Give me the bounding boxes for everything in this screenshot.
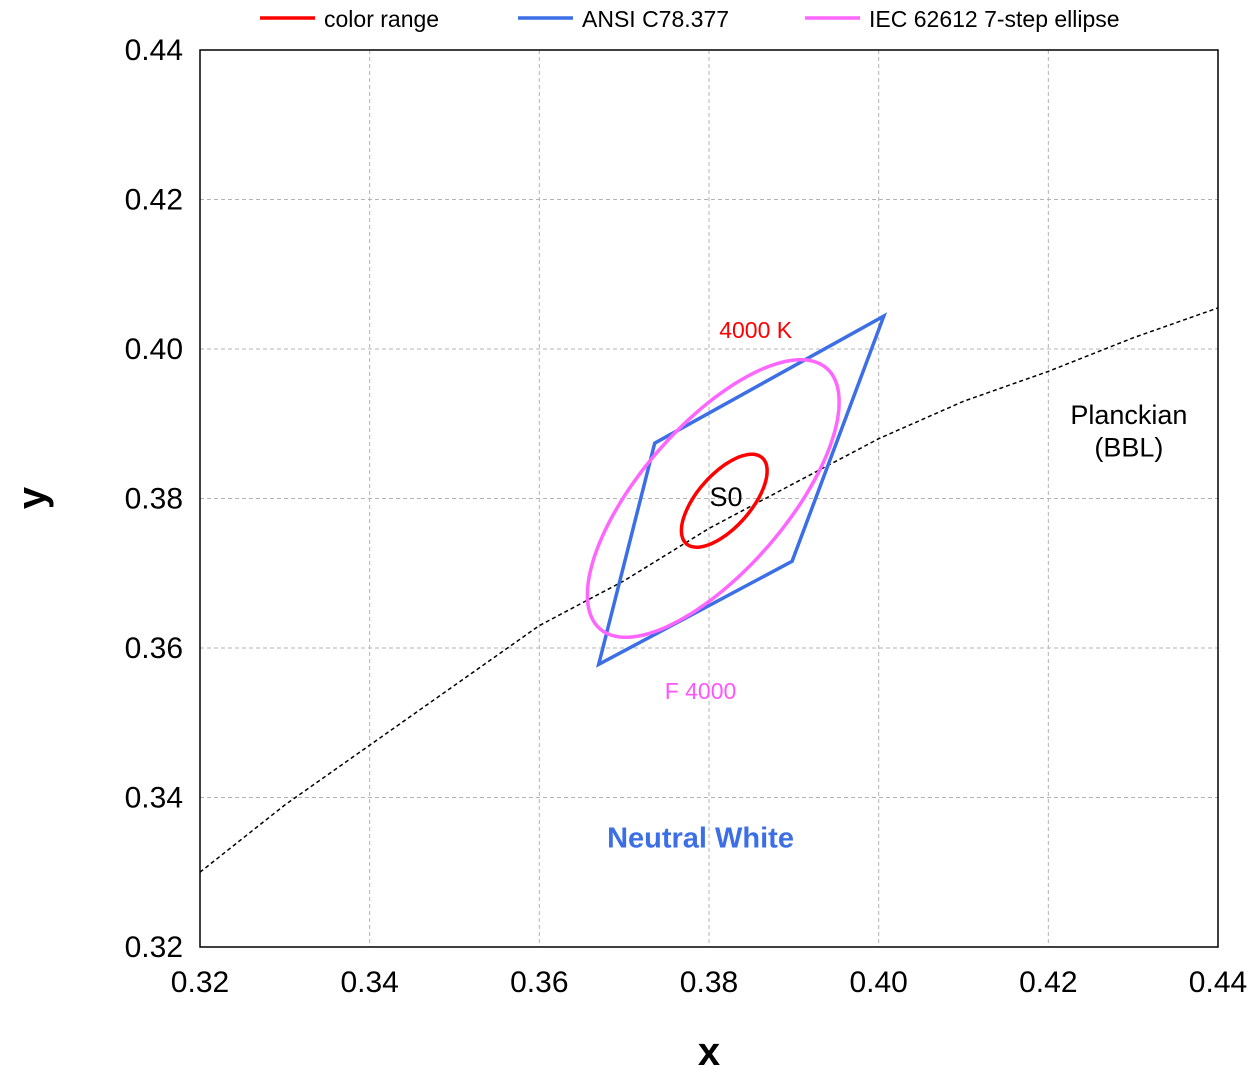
legend-label: ANSI C78.377: [582, 6, 729, 32]
y-tick-label: 0.32: [125, 931, 183, 964]
annotation-label: (BBL): [1094, 433, 1163, 463]
series-layer: [585, 312, 888, 668]
y-tick-label: 0.36: [125, 632, 183, 665]
x-tick-label: 0.36: [510, 966, 568, 999]
annotation-label: Neutral White: [607, 823, 794, 855]
planckian-locus-line: [199, 307, 1219, 873]
grid: [200, 50, 1218, 947]
y-axis-title: y: [10, 486, 54, 509]
x-tick-label: 0.32: [171, 966, 229, 999]
color-range-ellipse: [679, 452, 769, 549]
annotation-label: F 4000: [665, 678, 737, 704]
annotations: 4000 K S0 F 4000 Neutral White Planckian(BBL…: [607, 317, 1187, 855]
legend: color range ANSI C78.377 IEC 62612 7-step …: [260, 6, 1120, 32]
x-tick-label: 0.38: [680, 966, 738, 999]
x-tick-label: 0.44: [1189, 966, 1247, 999]
iec-ellipse: [585, 357, 841, 640]
legend-label: color range: [324, 6, 439, 32]
annotation-label: Planckian: [1070, 400, 1187, 430]
x-tick-label: 0.42: [1019, 966, 1077, 999]
annotation-label: S0: [709, 482, 742, 512]
tick-labels: 0.32 0.34 0.36 0.38 0.40 0.42 0.44 0.32 0.34 0.36…: [125, 34, 1248, 999]
annotation-label: 4000 K: [719, 317, 793, 343]
legend-label: IEC 62612 7-step ellipse: [869, 6, 1120, 32]
y-tick-label: 0.34: [125, 782, 183, 815]
x-tick-label: 0.40: [849, 966, 907, 999]
y-tick-label: 0.38: [125, 483, 183, 516]
y-tick-label: 0.40: [125, 333, 183, 366]
x-axis-title: x: [698, 1030, 720, 1070]
y-tick-label: 0.42: [125, 184, 183, 217]
plot-frame: [199, 49, 1219, 948]
planckian-layer: [199, 307, 1219, 873]
y-tick-label: 0.44: [125, 34, 183, 67]
x-tick-label: 0.34: [340, 966, 398, 999]
